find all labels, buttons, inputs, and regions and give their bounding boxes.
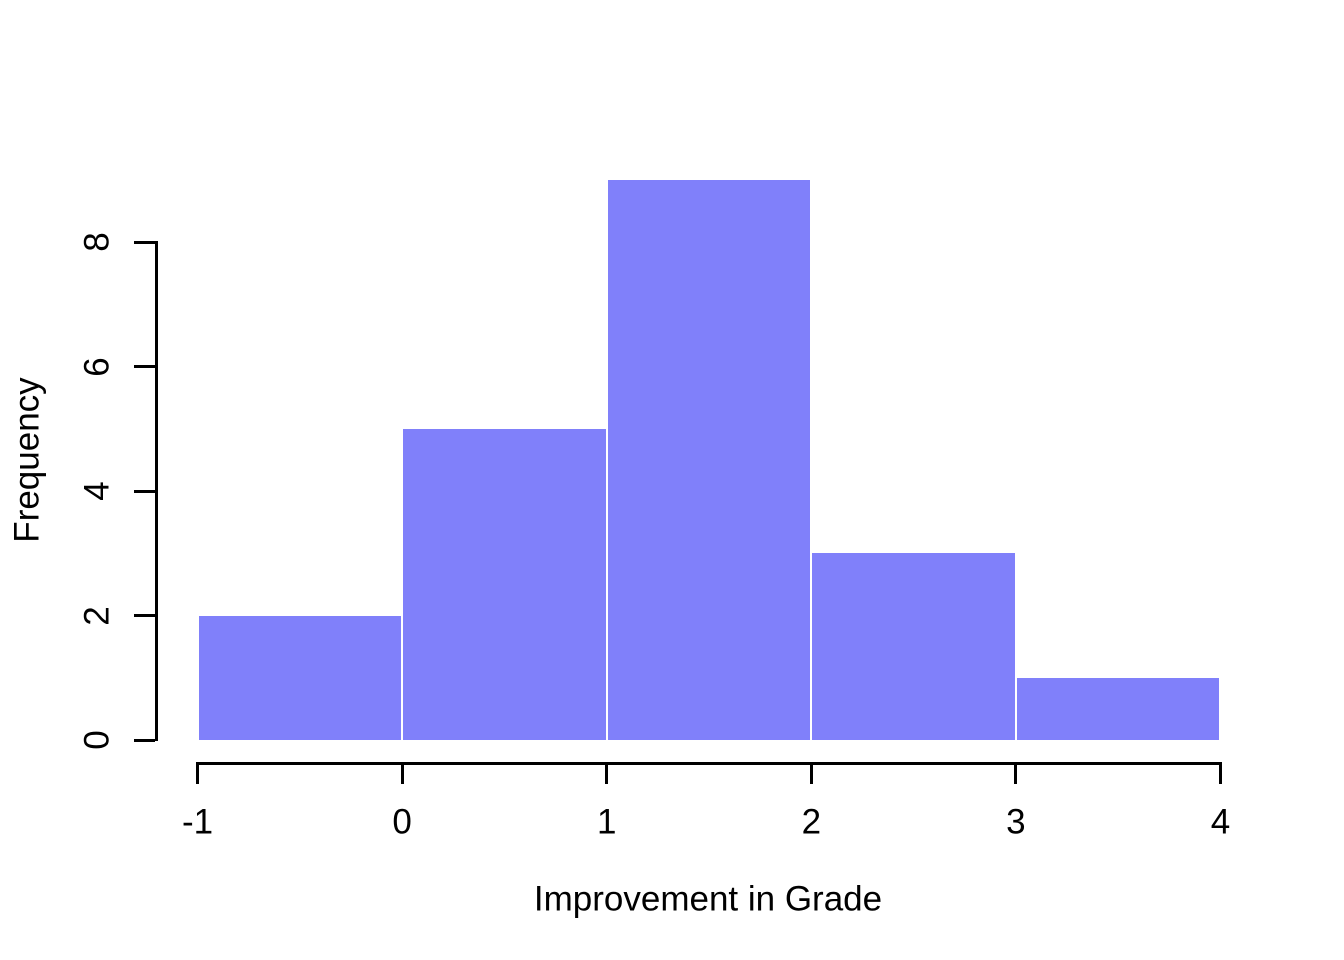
x-tick-label: 1 bbox=[596, 802, 617, 842]
x-axis-title: Improvement in Grade bbox=[533, 879, 883, 919]
y-tick bbox=[134, 365, 155, 369]
histogram-bar bbox=[403, 429, 606, 740]
x-tick-label: 4 bbox=[1210, 802, 1231, 842]
x-tick-label: 2 bbox=[801, 802, 822, 842]
x-tick bbox=[196, 762, 199, 784]
x-tick bbox=[1219, 762, 1222, 784]
x-tick-label: -1 bbox=[181, 802, 214, 842]
x-tick-label: 0 bbox=[392, 802, 412, 842]
histogram-bar bbox=[607, 180, 811, 740]
histogram-bar bbox=[198, 615, 402, 740]
histogram-bar bbox=[812, 553, 1015, 740]
y-axis-line bbox=[155, 240, 158, 742]
y-tick bbox=[134, 489, 155, 493]
y-tick bbox=[134, 738, 155, 742]
y-tick-label: 2 bbox=[77, 605, 117, 626]
x-axis-line bbox=[196, 762, 1222, 765]
y-tick-label: 6 bbox=[77, 357, 117, 377]
y-tick-label: 0 bbox=[77, 730, 117, 750]
x-tick-label: 3 bbox=[1006, 802, 1026, 842]
y-tick-label: 4 bbox=[77, 481, 117, 501]
y-tick-label: 8 bbox=[77, 232, 117, 253]
x-tick bbox=[400, 762, 404, 784]
histogram-bar bbox=[1016, 677, 1220, 740]
x-tick bbox=[1014, 762, 1018, 784]
x-tick bbox=[809, 762, 813, 784]
y-axis-title: Frequency bbox=[7, 377, 47, 543]
y-tick bbox=[134, 614, 155, 618]
y-tick bbox=[134, 240, 155, 244]
x-tick bbox=[605, 762, 609, 784]
